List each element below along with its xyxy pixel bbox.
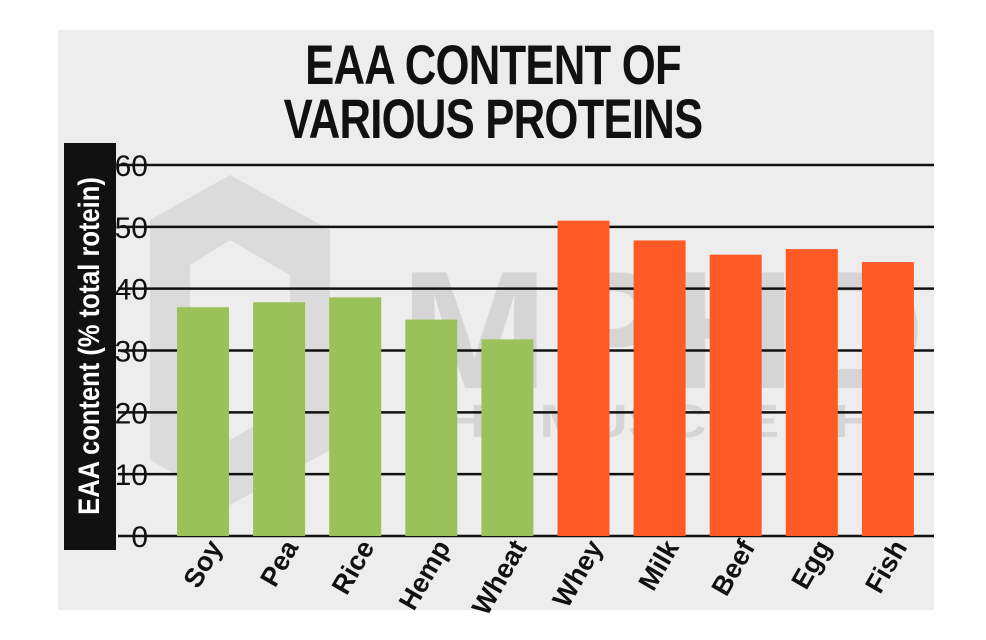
x-tick-label: Beef xyxy=(706,534,762,601)
x-tick-label: Pea xyxy=(254,534,304,591)
bar-fish xyxy=(861,262,914,536)
x-tick-label: Milk xyxy=(633,534,686,595)
bar-pea xyxy=(253,302,306,536)
y-tick-label: 0 xyxy=(131,521,148,554)
y-axis-label-box xyxy=(64,143,116,550)
bar-milk xyxy=(633,240,686,537)
chart-title: EAA CONTENT OF VARIOUS PROTEINS xyxy=(0,33,986,150)
x-tick-label: Egg xyxy=(786,535,837,594)
y-tick-label: 30 xyxy=(115,336,148,369)
bar-rice xyxy=(329,297,382,536)
x-tick-label: Hemp xyxy=(393,535,456,615)
x-tick-label: Fish xyxy=(859,535,913,598)
y-tick-label: 10 xyxy=(115,459,148,492)
chart-title-line-2: VARIOUS PROTEINS xyxy=(283,87,703,150)
y-tick-label: 60 xyxy=(115,150,148,183)
bar-soy xyxy=(177,307,229,536)
bar-hemp xyxy=(405,319,458,536)
bar-wheat xyxy=(481,339,534,536)
bar-egg xyxy=(785,249,838,537)
bar-beef xyxy=(709,254,762,537)
y-tick-label: 20 xyxy=(115,397,148,430)
x-tick-label: Whey xyxy=(547,535,609,612)
chart-title-line-1: EAA CONTENT OF xyxy=(305,33,681,96)
y-tick-label: 40 xyxy=(115,274,148,307)
bar-whey xyxy=(557,220,610,536)
x-tick-label: Rice xyxy=(326,535,381,599)
x-tick-label: Wheat xyxy=(466,535,532,620)
x-tick-label: Soy xyxy=(177,535,228,593)
y-tick-label: 50 xyxy=(115,212,148,245)
